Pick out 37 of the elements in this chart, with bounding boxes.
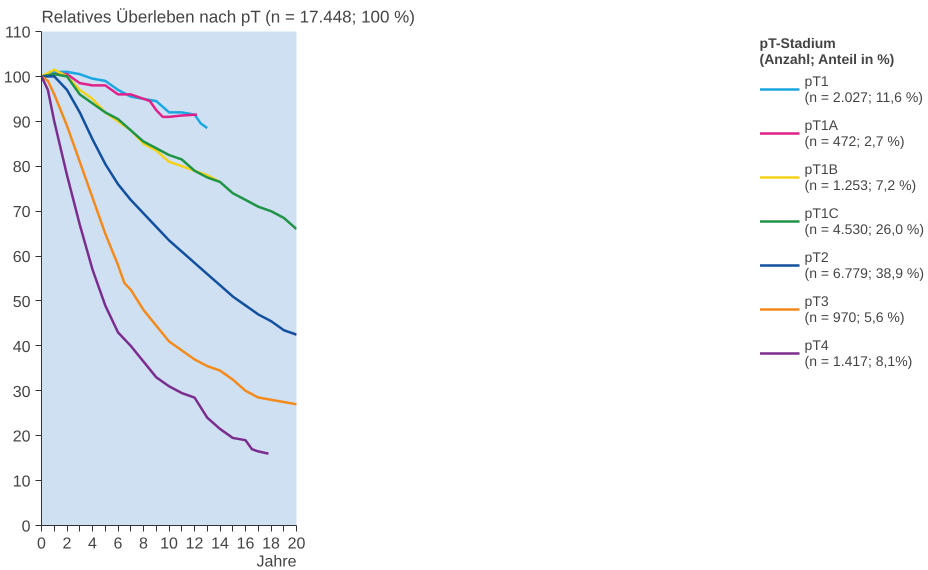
- legend-label: pT1A (n = 472; 2,7 %): [804, 116, 905, 150]
- x-tick-label: 2: [62, 536, 72, 552]
- y-tick-label: 30: [12, 384, 31, 401]
- x-tick-label: 12: [186, 536, 204, 552]
- y-tick-label: 100: [4, 69, 31, 86]
- x-tick-label: 0: [37, 536, 46, 552]
- x-tick-label: 16: [236, 536, 254, 552]
- chart-title: Relatives Überleben nach pT (n = 17.448; 100 %): [42, 8, 415, 26]
- y-tick-label: 50: [12, 294, 31, 311]
- x-tick-label: 10: [160, 536, 178, 552]
- line-series: [42, 75, 270, 455]
- line-series: [42, 72, 296, 230]
- legend-label: pT4 (n = 1.417; 8,1%): [804, 336, 912, 370]
- legend-label: pT1 (n = 2.027; 11,6 %): [804, 72, 923, 106]
- y-tick-label: 20: [12, 428, 31, 446]
- line-series: [42, 75, 296, 336]
- legend-label: pT1B (n = 1.253; 7,2 %): [804, 160, 916, 194]
- line-series: [42, 75, 296, 406]
- legend-label: pT3 (n = 970; 5,6 %): [804, 292, 905, 326]
- x-tick-label: 4: [88, 536, 98, 552]
- x-tick-label: 8: [139, 536, 148, 552]
- legend-title: pT-Stadium (Anzahl; Anteil in %): [760, 35, 896, 67]
- y-tick-label: 0: [22, 518, 31, 536]
- legend-label: pT2 (n = 6.779; 38,9 %): [804, 248, 924, 282]
- y-tick-label: 80: [12, 159, 31, 176]
- y-tick-label: 90: [12, 114, 31, 132]
- y-tick-label: 60: [12, 249, 31, 266]
- legend-label: pT1C (n = 4.530; 26,0 %): [804, 204, 924, 238]
- y-tick-label: 110: [4, 24, 31, 42]
- x-tick-label: 6: [114, 536, 123, 552]
- y-tick-label: 10: [12, 474, 31, 491]
- x-tick-label: 14: [211, 536, 229, 552]
- x-axis-title: Jahre: [256, 554, 297, 570]
- y-tick-label: 40: [12, 338, 31, 356]
- y-tick-label: 70: [12, 204, 31, 222]
- x-tick-label: 20: [288, 536, 306, 552]
- x-tick-label: 18: [262, 536, 280, 552]
